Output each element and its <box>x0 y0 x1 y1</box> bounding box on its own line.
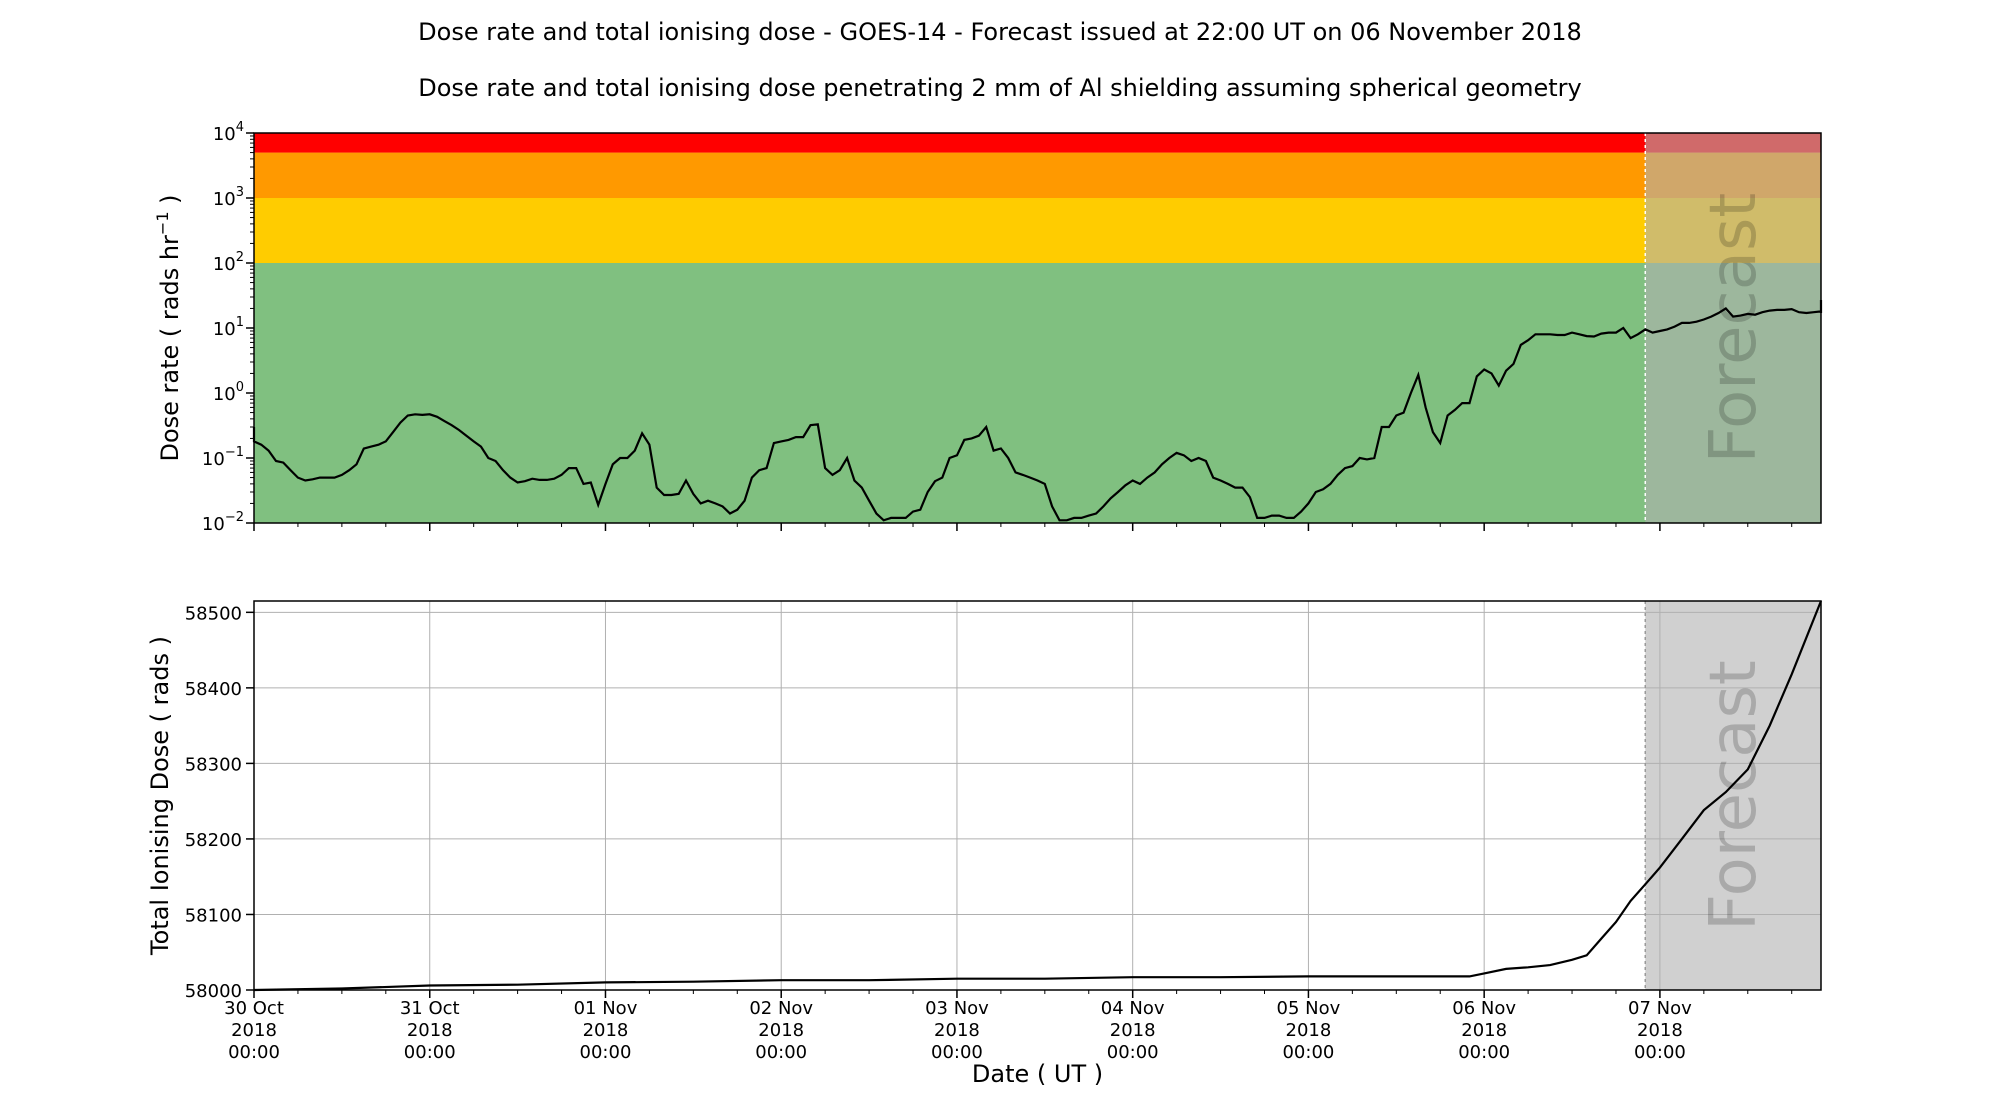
y-tick-label: 103 <box>213 185 244 210</box>
y-tick-label: 58400 <box>185 679 242 700</box>
x-tick-label: 00:00 <box>1107 1042 1159 1063</box>
x-tick-label: 2018 <box>407 1020 453 1041</box>
x-tick-label: 2018 <box>1461 1020 1507 1041</box>
forecast-label: Forecast <box>1697 660 1771 931</box>
x-tick-label: 2018 <box>583 1020 629 1041</box>
total-dose-panel: Forecast 580005810058200583005840058500 … <box>146 600 1823 1088</box>
x-tick-label: 00:00 <box>1282 1042 1334 1063</box>
total-dose-x-label: Date ( UT ) <box>972 1060 1103 1088</box>
x-tick-label: 00:00 <box>228 1042 280 1063</box>
chart-subtitle: Dose rate and total ionising dose penetr… <box>418 74 1582 102</box>
dose-rate-y-ticks: 10−2 10−1 100 101 102 103 104 <box>202 120 254 535</box>
alert-band-3 <box>254 133 1821 153</box>
x-tick-label: 2018 <box>1637 1020 1683 1041</box>
y-tick-label: 10−2 <box>202 510 244 535</box>
y-tick-label: 101 <box>213 315 244 340</box>
total-dose-y-label: Total Ionising Dose ( rads ) <box>146 636 174 956</box>
total-dose-y-ticks: 58000 58100 58200 58300 58400 58500 <box>185 603 254 1002</box>
total-dose-axes-frame <box>253 600 1822 991</box>
dose-rate-panel: Forecast 10−2 10−1 100 101 102 103 104 Dose ra… <box>153 120 1823 535</box>
y-tick-label: 102 <box>213 250 244 275</box>
y-tick-label: 58500 <box>185 603 242 624</box>
x-tick-label: 05 Nov <box>1277 998 1341 1019</box>
y-tick-label: 58300 <box>185 754 242 775</box>
x-tick-label: 03 Nov <box>925 998 989 1019</box>
dose-rate-y-label-main: Dose rate ( rads hr <box>156 235 184 462</box>
y-tick-label: 58000 <box>185 981 242 1002</box>
x-tick-label: 00:00 <box>580 1042 632 1063</box>
chart-title: Dose rate and total ionising dose - GOES… <box>418 18 1582 46</box>
x-tick-label: 02 Nov <box>749 998 813 1019</box>
x-tick-label: 2018 <box>934 1020 980 1041</box>
x-tick-label: 2018 <box>1110 1020 1156 1041</box>
x-tick-label: 06 Nov <box>1452 998 1516 1019</box>
dose-rate-x-ticks <box>253 523 1793 531</box>
x-tick-label: 04 Nov <box>1101 998 1165 1019</box>
y-tick-label: 58100 <box>185 905 242 926</box>
forecast-shade <box>1645 601 1821 990</box>
x-tick-label: 00:00 <box>931 1042 983 1063</box>
y-tick-label: 100 <box>213 380 244 405</box>
forecast-label: Forecast <box>1697 193 1771 464</box>
y-tick-label: 104 <box>213 120 244 145</box>
forecast-shade <box>1645 133 1821 523</box>
dose-rate-line <box>252 300 1823 522</box>
x-tick-label: 00:00 <box>755 1042 807 1063</box>
dose-rate-y-label-exp: −1 <box>153 211 172 235</box>
total-dose-grid <box>253 601 1821 991</box>
alert-band-1 <box>254 198 1821 263</box>
alert-bands <box>254 133 1821 523</box>
x-tick-label: 2018 <box>758 1020 804 1041</box>
x-tick-label: 2018 <box>231 1020 277 1041</box>
x-tick-label: 00:00 <box>1458 1042 1510 1063</box>
dose-rate-y-label-end: ) <box>156 194 184 211</box>
alert-band-2 <box>254 152 1821 198</box>
alert-band-0 <box>254 263 1821 523</box>
x-tick-label: 2018 <box>1286 1020 1332 1041</box>
y-tick-label: 58200 <box>185 830 242 851</box>
x-tick-label: 07 Nov <box>1628 998 1692 1019</box>
x-tick-label: 00:00 <box>1634 1042 1686 1063</box>
total-dose-line <box>253 600 1823 992</box>
x-tick-label: 31 Oct <box>400 998 460 1019</box>
x-tick-label: 30 Oct <box>224 998 284 1019</box>
dose-rate-y-label: Dose rate ( rads hr−1 ) <box>153 194 184 461</box>
x-tick-label: 00:00 <box>404 1042 456 1063</box>
x-tick-label: 01 Nov <box>574 998 638 1019</box>
y-tick-label: 10−1 <box>202 445 244 470</box>
